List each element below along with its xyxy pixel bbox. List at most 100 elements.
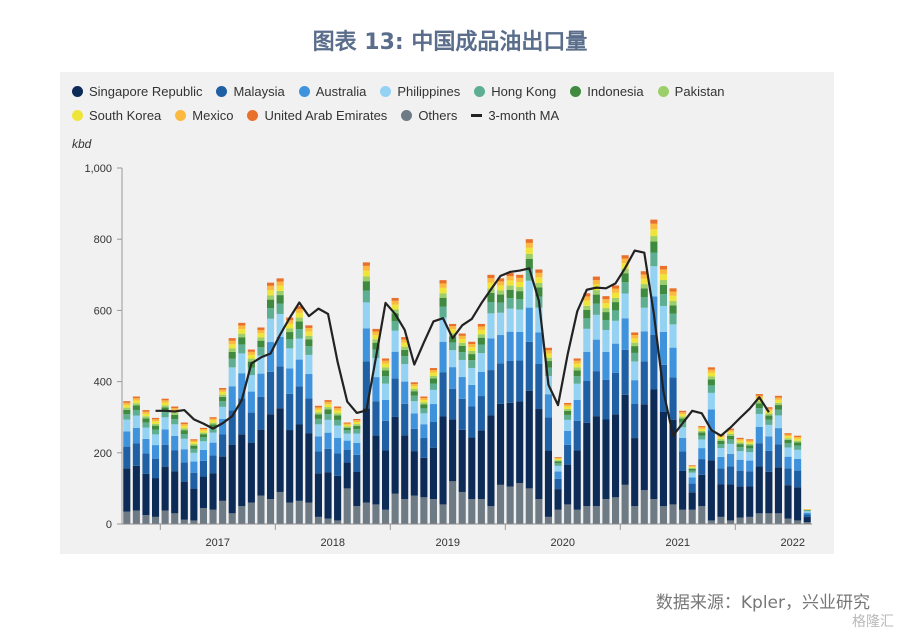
bar-segment bbox=[717, 516, 725, 524]
bar-segment bbox=[257, 347, 265, 356]
bar-segment bbox=[161, 429, 169, 445]
bar-segment bbox=[267, 290, 275, 296]
bar-segment bbox=[152, 478, 160, 517]
bar-segment bbox=[353, 429, 361, 434]
bar-segment bbox=[199, 476, 207, 508]
bar-segment bbox=[219, 401, 227, 407]
bar-segment bbox=[774, 402, 782, 406]
bar-segment bbox=[621, 293, 629, 319]
bar-segment bbox=[717, 444, 725, 449]
bar-segment bbox=[286, 368, 294, 394]
bar-segment bbox=[123, 407, 131, 410]
bar-segment bbox=[784, 518, 792, 524]
legend-item-philippines: Philippines bbox=[380, 84, 460, 99]
bar-segment bbox=[698, 506, 706, 524]
bar-segment bbox=[525, 239, 533, 243]
legend-label: Singapore Republic bbox=[89, 83, 203, 99]
bar-segment bbox=[774, 428, 782, 445]
bar-segment bbox=[707, 376, 715, 380]
bar-segment bbox=[736, 437, 744, 440]
bar-segment bbox=[180, 430, 188, 434]
bar-segment bbox=[343, 423, 351, 425]
bar-segment bbox=[305, 354, 313, 375]
bar-segment bbox=[564, 402, 572, 405]
bar-segment bbox=[688, 465, 696, 467]
bar-segment bbox=[334, 415, 342, 420]
bar-segment bbox=[362, 262, 370, 266]
bar-segment bbox=[238, 325, 246, 330]
bar-segment bbox=[247, 412, 255, 443]
bar-segment bbox=[199, 430, 207, 433]
bar-segment bbox=[525, 341, 533, 391]
bar-segment bbox=[190, 488, 198, 521]
bar-segment bbox=[190, 442, 198, 445]
bar-segment bbox=[391, 313, 399, 321]
bar-segment bbox=[190, 520, 198, 524]
x-tick-label: 2017 bbox=[206, 537, 230, 549]
bar-segment bbox=[372, 401, 380, 436]
bar-segment bbox=[420, 438, 428, 458]
bar-segment bbox=[516, 401, 524, 484]
bar-segment bbox=[477, 326, 485, 330]
bar-segment bbox=[123, 419, 131, 432]
bar-segment bbox=[353, 454, 361, 472]
legend-swatch bbox=[570, 85, 582, 97]
bar-segment bbox=[286, 339, 294, 349]
bar-segment bbox=[286, 502, 294, 524]
bar-segment bbox=[276, 366, 284, 409]
bar-segment bbox=[544, 417, 552, 451]
bar-segment bbox=[765, 424, 773, 437]
bar-segment bbox=[142, 416, 150, 419]
bar-segment bbox=[659, 331, 667, 365]
bar-segment bbox=[295, 308, 303, 313]
bar-segment bbox=[794, 445, 802, 450]
bar-segment bbox=[794, 440, 802, 443]
bar-segment bbox=[659, 284, 667, 295]
bar-segment bbox=[209, 424, 217, 429]
bar-segment bbox=[612, 302, 620, 311]
bar-segment bbox=[544, 394, 552, 418]
bar-segment bbox=[468, 384, 476, 407]
bar-segment bbox=[487, 506, 495, 524]
bar-segment bbox=[564, 419, 572, 431]
bar-segment bbox=[669, 377, 677, 420]
bar-segment bbox=[707, 520, 715, 524]
bar-segment bbox=[209, 473, 217, 510]
bar-segment bbox=[765, 436, 773, 451]
bar-segment bbox=[554, 460, 562, 462]
bar-segment bbox=[410, 413, 418, 429]
bar-segment bbox=[717, 456, 725, 469]
bar-segment bbox=[774, 397, 782, 400]
bar-segment bbox=[477, 396, 485, 431]
bar-segment bbox=[554, 509, 562, 524]
bar-segment bbox=[784, 468, 792, 486]
bar-segment bbox=[564, 406, 572, 409]
bar-segment bbox=[621, 349, 629, 395]
bar-segment bbox=[391, 297, 399, 301]
bar-segment bbox=[401, 342, 409, 347]
bar-segment bbox=[267, 295, 275, 300]
bar-segment bbox=[401, 381, 409, 404]
bar-segment bbox=[161, 417, 169, 430]
legend-row-1: Singapore Republic Malaysia Australia Ph… bbox=[72, 82, 739, 100]
bar-segment bbox=[707, 367, 715, 370]
bar-segment bbox=[353, 472, 361, 507]
bar-segment bbox=[612, 497, 620, 524]
bar-segment bbox=[736, 442, 744, 445]
bar-segment bbox=[564, 504, 572, 524]
bar-segment bbox=[267, 299, 275, 309]
bar-segment bbox=[640, 278, 648, 285]
legend-label: Indonesia bbox=[587, 83, 644, 99]
bar-segment bbox=[267, 499, 275, 524]
bar-segment bbox=[554, 463, 562, 466]
bar-segment bbox=[669, 419, 677, 505]
bar-segment bbox=[525, 307, 533, 342]
bar-segment bbox=[794, 435, 802, 437]
bar-segment bbox=[727, 435, 735, 440]
legend-swatch bbox=[72, 85, 83, 97]
bar-segment bbox=[497, 335, 505, 364]
bar-segment bbox=[573, 367, 581, 371]
bar-segment bbox=[688, 470, 696, 473]
bar-segment bbox=[583, 300, 591, 306]
bar-segment bbox=[190, 461, 198, 473]
